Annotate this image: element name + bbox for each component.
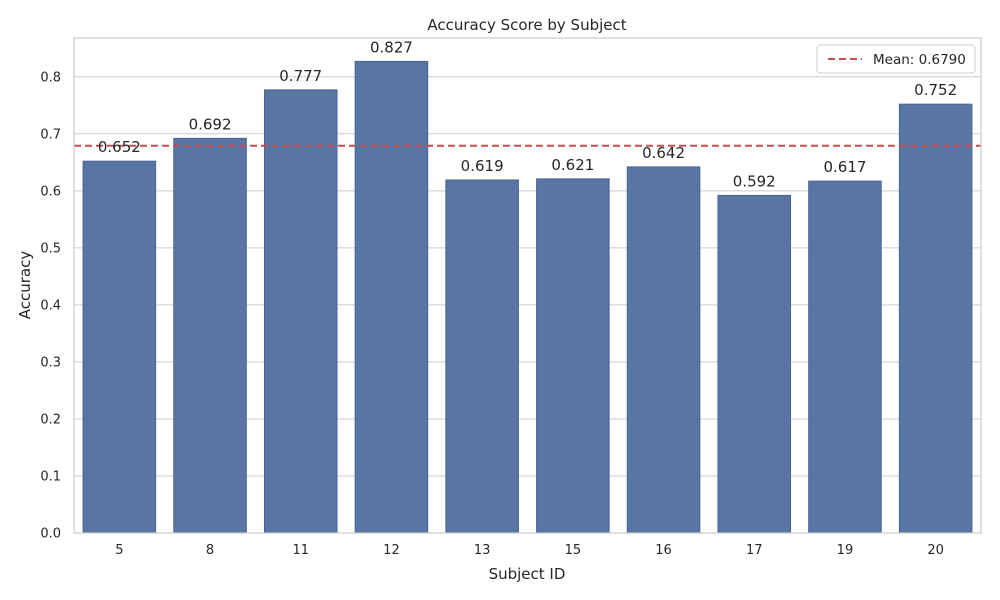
- bar-value-label: 0.617: [823, 158, 866, 176]
- bar-value-label: 0.652: [98, 138, 141, 156]
- y-tick-label: 0.1: [40, 469, 61, 484]
- x-tick-label: 5: [115, 543, 123, 558]
- x-tick-label: 8: [206, 543, 214, 558]
- y-tick-label: 0.8: [40, 70, 61, 85]
- x-tick-label: 12: [383, 543, 400, 558]
- x-tick-label: 16: [655, 543, 672, 558]
- bar-value-label: 0.619: [461, 157, 504, 175]
- bar: [445, 179, 519, 534]
- x-tick-label: 11: [292, 543, 309, 558]
- bar: [82, 160, 157, 534]
- bar-value-label: 0.642: [642, 144, 685, 162]
- bars-layer: [82, 60, 973, 534]
- bar: [173, 137, 247, 534]
- bar: [808, 180, 882, 534]
- plot-frame: [73, 37, 982, 534]
- chart-title: Accuracy Score by Subject: [427, 16, 626, 34]
- bar-value-label: 0.621: [551, 156, 594, 174]
- x-tick-label: 15: [565, 543, 582, 558]
- bar-value-label: 0.827: [370, 38, 413, 56]
- axes-frame: [73, 37, 982, 534]
- tick-labels-layer: 0.0 0.1 0.2 0.3 0.4 0.5 0.6 0.7 0.8 5 8 11 12 13 15 16 1…: [40, 70, 944, 558]
- bar: [263, 89, 338, 534]
- bar: [354, 60, 429, 534]
- y-tick-label: 0.7: [40, 127, 61, 142]
- y-tick-label: 0.2: [40, 412, 61, 427]
- y-tick-label: 0.5: [40, 241, 61, 256]
- bar-value-label: 0.592: [733, 172, 776, 190]
- bar: [536, 178, 610, 534]
- bar-value-label: 0.752: [914, 81, 957, 99]
- bar: [898, 103, 973, 534]
- x-tick-label: 20: [927, 543, 944, 558]
- legend-mean-label: Mean: 0.6790: [873, 52, 966, 68]
- y-tick-label: 0.4: [40, 298, 61, 313]
- y-tick-label: 0.0: [40, 527, 61, 542]
- x-axis-label: Subject ID: [489, 565, 566, 583]
- y-axis-label: Accuracy: [16, 251, 34, 320]
- x-tick-label: 13: [474, 543, 491, 558]
- bar: [717, 194, 792, 534]
- legend: Mean: 0.6790: [816, 44, 976, 74]
- bar-value-label: 0.777: [279, 67, 322, 85]
- y-tick-label: 0.3: [40, 355, 61, 370]
- data-labels-layer: 0.652 0.692 0.777 0.827 0.619 0.621 0.642 0.592…: [98, 38, 957, 190]
- x-tick-label: 19: [837, 543, 854, 558]
- bar: [626, 166, 701, 534]
- bar-value-label: 0.692: [189, 115, 232, 133]
- y-tick-label: 0.6: [40, 184, 61, 199]
- legend-box: [816, 44, 976, 74]
- x-tick-label: 17: [746, 543, 763, 558]
